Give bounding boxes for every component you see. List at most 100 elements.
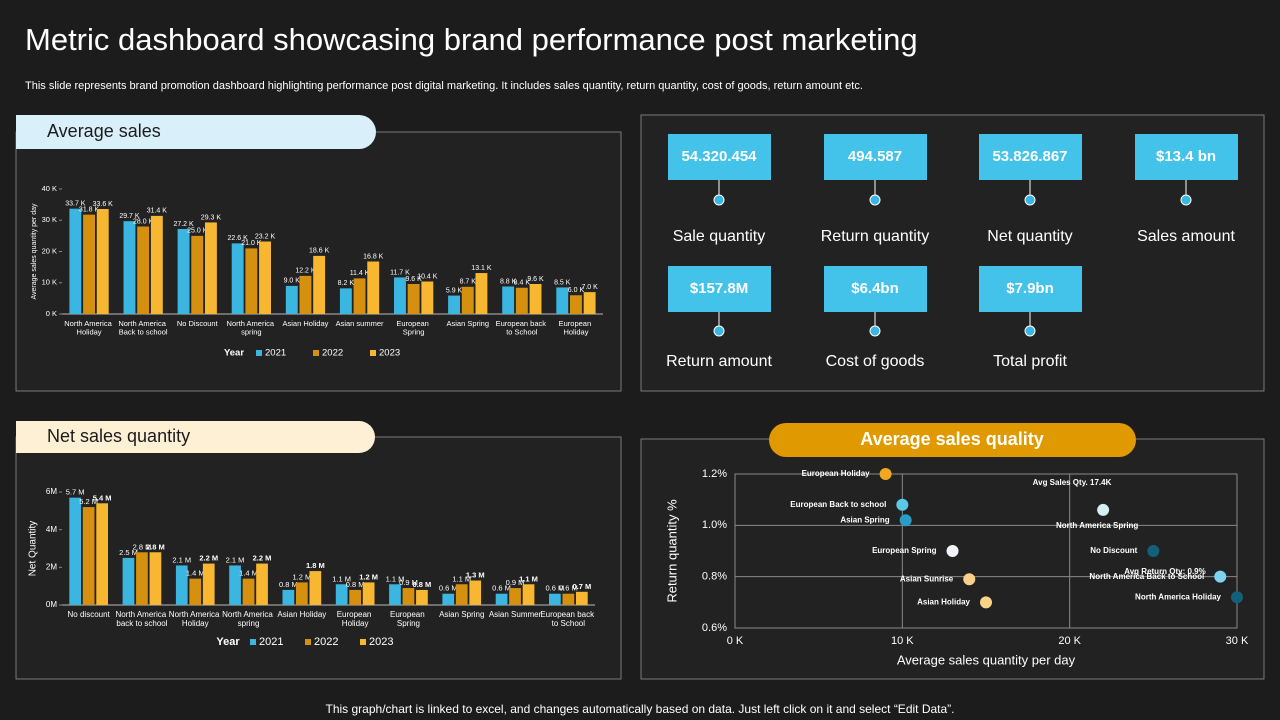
kpi-dot <box>869 194 881 206</box>
bar <box>495 593 508 605</box>
data-label: 0.7 M <box>572 582 591 591</box>
data-label: 5.4 M <box>93 493 112 502</box>
data-label: 9.6 K <box>405 276 422 283</box>
data-label: 1.3 M <box>466 571 485 580</box>
kpi-card <box>979 134 1082 180</box>
data-label: 9.0 K <box>284 278 301 285</box>
bar <box>421 281 434 314</box>
data-label: 2.5 M <box>119 548 138 557</box>
bar <box>256 563 268 605</box>
bar <box>549 593 561 605</box>
bar <box>442 593 455 605</box>
data-label: 0.9 M <box>399 578 418 587</box>
data-label: 0.6 M <box>559 584 578 593</box>
y-axis-title: Average sales quantity per day <box>31 203 38 299</box>
point <box>963 573 976 586</box>
data-label: 1.1 M <box>519 574 538 583</box>
bar <box>177 229 190 314</box>
y-tick-label: 10 K <box>42 278 57 287</box>
bar <box>556 287 569 314</box>
bar <box>83 214 96 314</box>
point-label: North America Holiday <box>1135 592 1221 601</box>
bar <box>137 226 150 314</box>
bar <box>69 208 82 314</box>
bar <box>475 273 488 314</box>
point-label: Asian Holiday <box>917 597 970 606</box>
data-label: 8.5 K <box>554 279 571 286</box>
bar <box>339 288 352 314</box>
data-label: 27.2 K <box>173 221 194 228</box>
legend-swatch <box>360 639 366 645</box>
kpi-card <box>668 266 771 312</box>
legend-label: 2021 <box>265 348 286 359</box>
data-label: 2.1 M <box>172 555 191 564</box>
data-label: 1.2 M <box>292 572 311 581</box>
data-label: 31.8 K <box>79 206 100 213</box>
point <box>899 514 912 527</box>
bar <box>191 235 204 314</box>
kpi-label: Sales amount <box>1137 228 1235 245</box>
bar <box>515 287 528 314</box>
bar <box>259 241 271 314</box>
x-tick-label: Asian Holiday <box>277 610 326 619</box>
legend-title: Year <box>216 636 240 648</box>
point <box>946 545 959 557</box>
legend-swatch <box>370 350 376 356</box>
bar <box>562 593 575 605</box>
y-tick-label: 2M <box>46 562 57 571</box>
section-title: Net sales quantity <box>47 426 190 446</box>
bar <box>96 209 109 314</box>
data-label: 0.6 M <box>545 584 564 593</box>
bar <box>353 278 366 314</box>
point <box>980 596 992 609</box>
legend-label: 2022 <box>322 348 343 359</box>
kpi-label: Return amount <box>666 353 772 370</box>
bar <box>309 571 322 605</box>
point-label: European Spring <box>872 546 937 555</box>
bar <box>136 552 148 605</box>
bar <box>394 277 406 314</box>
x-tick-label: 10 K <box>891 635 914 647</box>
data-label: 13.1 K <box>471 265 492 272</box>
point <box>896 498 909 511</box>
kpi-card <box>824 266 927 312</box>
section-header <box>16 115 376 149</box>
kpi-card <box>668 134 771 180</box>
panel <box>640 438 1265 680</box>
bar <box>299 275 312 314</box>
data-label: 29.3 K <box>201 214 222 221</box>
data-label: 0.9 M <box>506 578 525 587</box>
kpi-card <box>979 266 1082 312</box>
kpi-value: $7.9bn <box>1006 280 1054 297</box>
kpi-value: $6.4bn <box>851 280 899 297</box>
bar <box>575 591 588 605</box>
x-tick-label: European back to School <box>540 610 596 628</box>
x-tick-label: 20 K <box>1058 635 1081 647</box>
data-label: 21.0 K <box>241 240 262 247</box>
data-label: 2.8 M <box>146 542 165 551</box>
page-subtitle: This slide represents brand promotion da… <box>25 80 863 92</box>
kpi-dot <box>1180 194 1192 206</box>
y-axis-title: Net Quantity <box>28 521 39 577</box>
x-tick-label: North America spring <box>222 610 275 628</box>
kpi-dot <box>713 325 725 337</box>
data-label: 2.2 M <box>253 554 272 563</box>
x-axis-title: Average sales quantity per day <box>897 652 1076 667</box>
data-label: 28.0 K <box>133 218 154 225</box>
y-tick-label: 30 K <box>42 215 57 224</box>
legend-title: Year <box>224 348 244 359</box>
data-label: 33.7 K <box>65 201 86 208</box>
x-tick-label: North America Holiday <box>64 319 114 337</box>
bar <box>123 221 136 314</box>
bar <box>407 284 420 314</box>
data-label: 0.8 M <box>346 580 365 589</box>
annotation: Avg Return Qty: 0.9% <box>1124 567 1206 576</box>
bar <box>69 497 82 605</box>
data-label: 10.4 K <box>417 273 438 280</box>
legend-swatch <box>305 639 311 645</box>
bar <box>522 584 535 605</box>
bar <box>149 552 162 605</box>
point-label: No Discount <box>1090 546 1137 555</box>
